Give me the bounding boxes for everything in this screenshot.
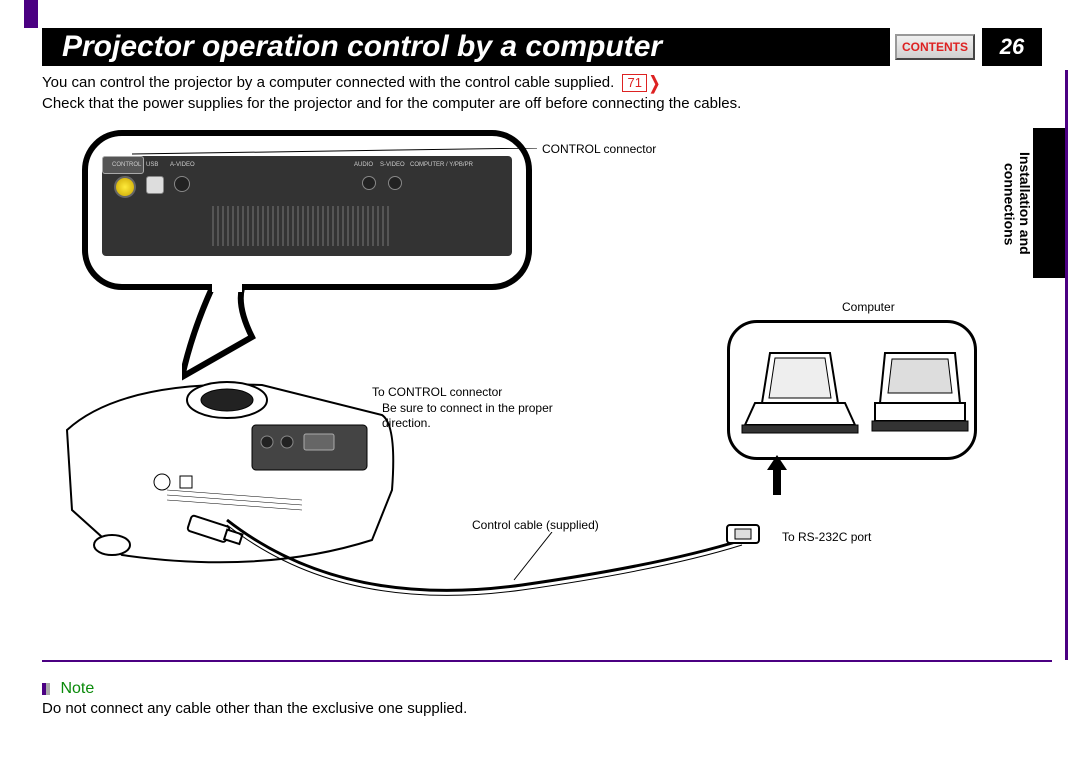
port-label-computer: COMPUTER / Y/PB/PR <box>410 162 473 168</box>
intro-text: You can control the projector by a compu… <box>42 72 1002 113</box>
page-number: 26 <box>1000 34 1024 60</box>
computer-title: Computer <box>842 300 895 316</box>
usb-port-icon <box>146 176 164 194</box>
direction-note-text: Be sure to connect in the proper directi… <box>372 401 592 432</box>
chapter-tab-label: Installation and connections <box>1016 128 1032 278</box>
left-accent-block <box>24 0 38 28</box>
page-ref-arrow-icon: ❭ <box>647 72 662 95</box>
section-divider <box>42 660 1052 662</box>
arrow-up-icon <box>762 450 792 500</box>
to-control-label: To CONTROL connector Be sure to connect … <box>372 385 592 432</box>
avideo-port-icon <box>174 176 190 192</box>
computer-callout <box>727 320 977 460</box>
port-label-avideo: A-VIDEO <box>170 162 195 168</box>
right-border-rule <box>1065 70 1068 660</box>
port-label-control: CONTROL <box>112 162 141 168</box>
port-label-audio: AUDIO <box>354 162 373 168</box>
control-connector-label: CONTROL connector <box>542 142 656 158</box>
note-heading: Note <box>60 680 94 697</box>
note-section: Note Do not connect any cable other than… <box>42 680 1002 717</box>
title-bar: Projector operation control by a compute… <box>42 28 890 66</box>
svideo-port-icon <box>388 176 402 190</box>
page-number-box: 26 <box>982 28 1042 66</box>
rs232c-label: To RS-232C port <box>782 530 871 546</box>
chapter-tab-line2: connections <box>1002 163 1018 245</box>
audio-port-icon <box>362 176 376 190</box>
port-label-usb: USB <box>146 162 158 168</box>
contents-button[interactable]: CONTENTS <box>895 34 975 60</box>
port-label-svideo: S-VIDEO <box>380 162 405 168</box>
to-control-text: To CONTROL connector <box>372 385 502 399</box>
intro-line2: Check that the power supplies for the pr… <box>42 95 741 112</box>
contents-label: CONTENTS <box>902 40 968 54</box>
leader-line-cable <box>512 532 572 582</box>
leader-line-control <box>132 148 542 160</box>
note-body: Do not connect any cable other than the … <box>42 700 1002 717</box>
page-title: Projector operation control by a compute… <box>62 30 662 64</box>
chapter-tab-bg <box>1033 128 1065 278</box>
intro-line1: You can control the projector by a compu… <box>42 74 614 91</box>
page-ref-box[interactable]: 71 <box>622 74 646 92</box>
diagram-area: CONTROL USB A-VIDEO AUDIO S-VIDEO COMPUT… <box>42 120 1002 640</box>
vent-grille-icon <box>212 206 392 246</box>
connector-panel: CONTROL USB A-VIDEO AUDIO S-VIDEO COMPUT… <box>102 156 512 256</box>
note-bullet-icon <box>42 683 50 695</box>
chapter-tab-line1: Installation and <box>1017 152 1033 255</box>
callout-tail-icon <box>182 282 302 382</box>
control-port-icon <box>114 176 136 198</box>
